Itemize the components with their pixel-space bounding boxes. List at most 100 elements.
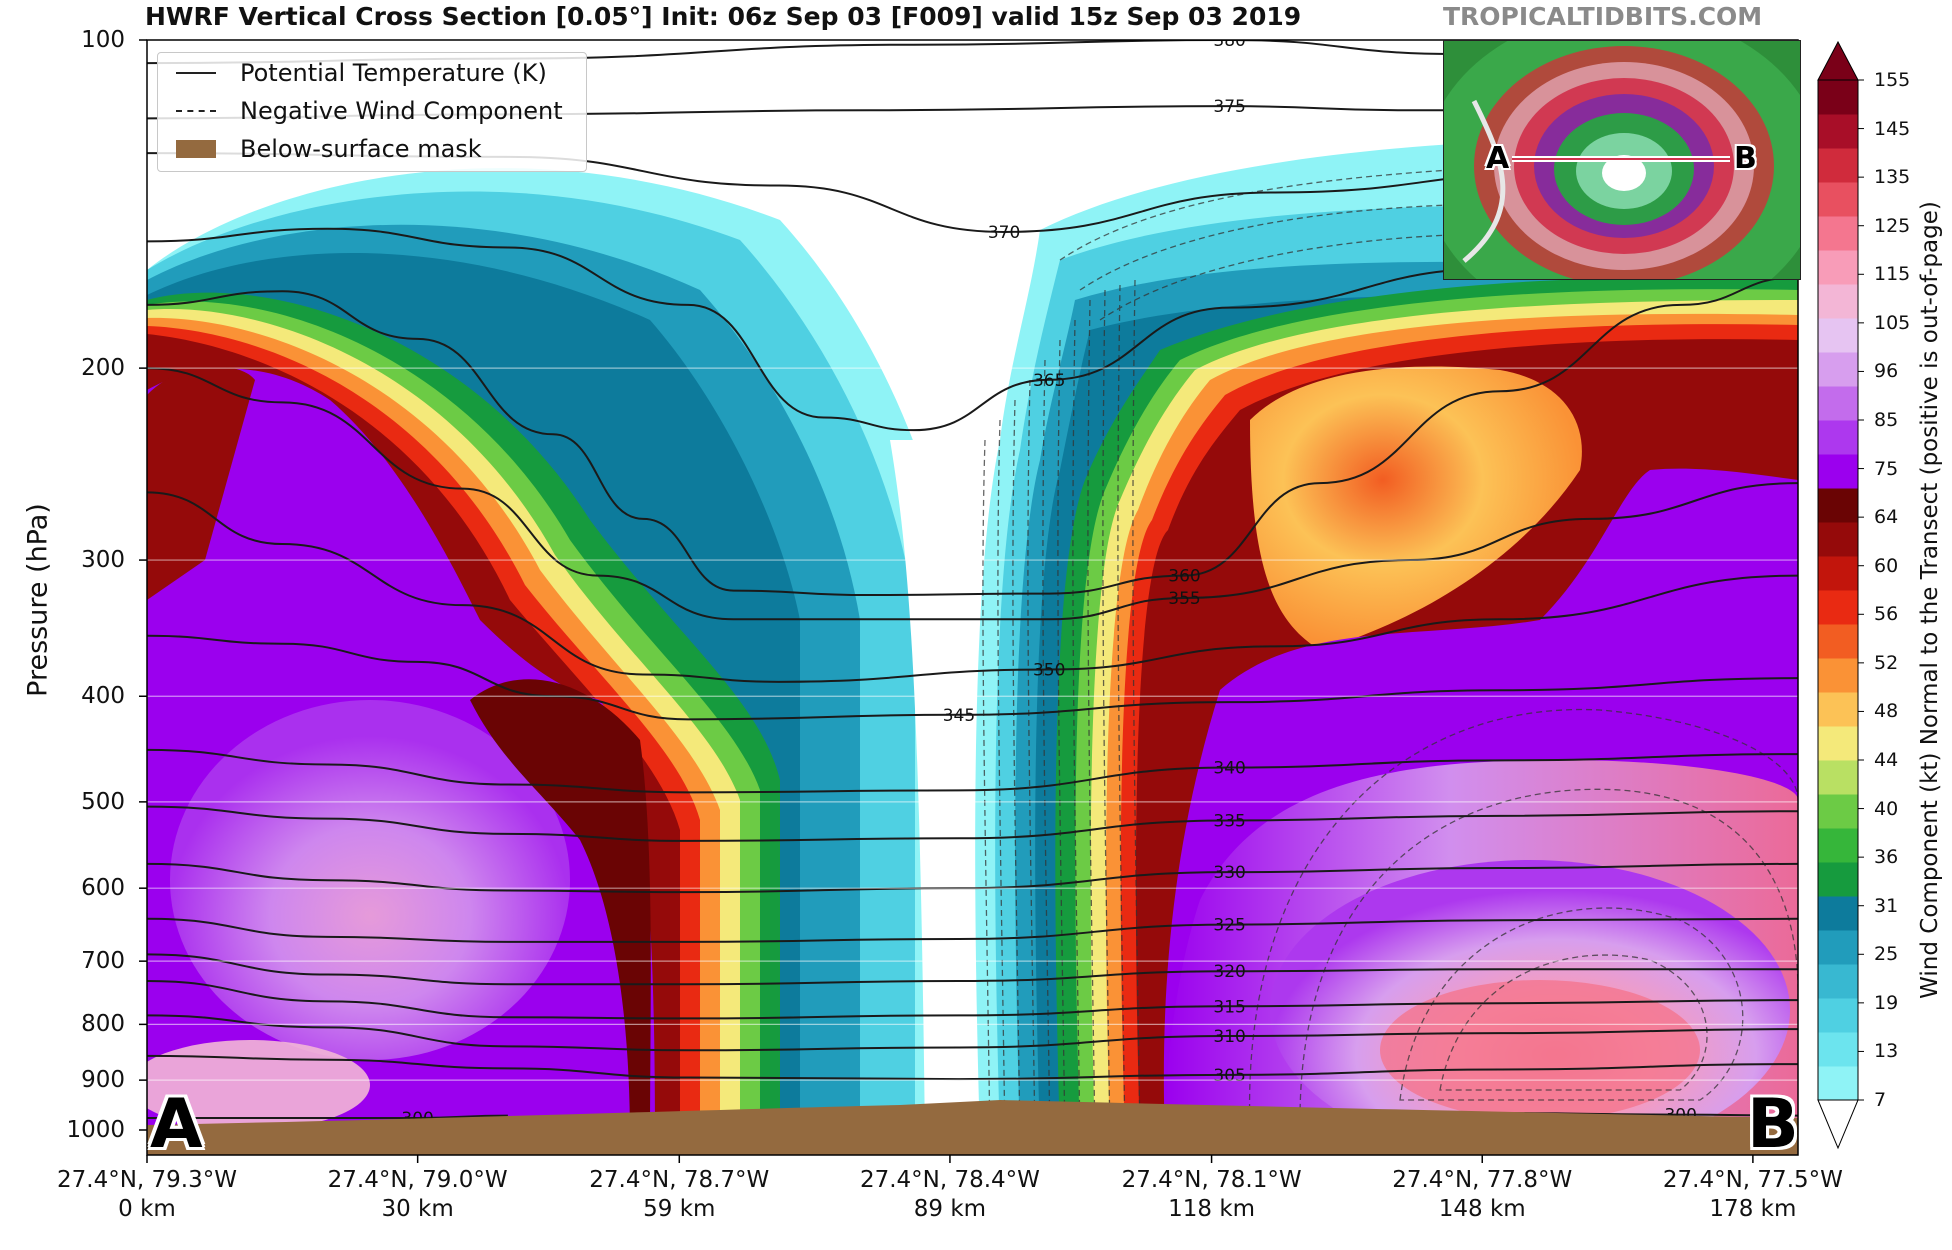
- theta-contour-315: [147, 980, 1798, 1020]
- colorbar-segment: [1818, 522, 1858, 557]
- colorbar-tick-label: 96: [1874, 360, 1899, 383]
- colorbar-segment: [1818, 114, 1858, 149]
- x-tick-distance: 148 km: [1438, 1196, 1526, 1222]
- theta-contour-label: 325: [1213, 916, 1245, 936]
- x-tick-coord: 27.4°N, 78.1°W: [1121, 1167, 1302, 1193]
- y-tick-label: 100: [81, 27, 125, 53]
- colorbar-segment: [1818, 556, 1858, 591]
- legend-label: Below-surface mask: [240, 135, 482, 163]
- theta-contour-label: 305: [1213, 1066, 1245, 1086]
- colorbar-tick-label: 56: [1874, 603, 1899, 626]
- y-tick-label: 500: [81, 788, 125, 815]
- legend-label: Negative Wind Component: [240, 97, 563, 125]
- colorbar-segment: [1818, 794, 1858, 829]
- colorbar-segment: [1818, 624, 1858, 659]
- y-tick-label: 1000: [66, 1117, 125, 1143]
- colorbar-frame: [1817, 79, 1859, 1101]
- colorbar-segment: [1818, 284, 1858, 319]
- x-tick-distance: 59 km: [643, 1196, 716, 1222]
- colorbar-tick-label: 40: [1874, 797, 1899, 820]
- colorbar-tick-label: 135: [1874, 166, 1911, 189]
- y-tick-label: 300: [81, 547, 125, 574]
- x-tick-label: 27.4°N, 79.3°W 0 km: [57, 1166, 237, 1224]
- chart-title: HWRF Vertical Cross Section [0.05°] Init…: [145, 2, 1302, 31]
- colorbar-segment: [1818, 692, 1858, 727]
- colorbar-segment: [1818, 182, 1858, 217]
- colorbar-segment: [1818, 590, 1858, 625]
- y-tick-label: 600: [81, 875, 125, 902]
- colorbar-segment: [1818, 862, 1858, 897]
- colorbar: [1817, 40, 1864, 1150]
- theta-contour-325: [147, 917, 1798, 943]
- x-tick-coord: 27.4°N, 78.7°W: [589, 1167, 770, 1193]
- theta-contour-label: 345: [943, 706, 975, 726]
- theta-contour-335: [147, 805, 1798, 842]
- theta-contour-label: 360: [1168, 567, 1200, 587]
- colorbar-segment: [1818, 250, 1858, 285]
- legend-entry-potential-temperature: Potential Temperature (K): [158, 59, 586, 89]
- x-tick-distance: 89 km: [913, 1196, 987, 1222]
- y-ticks: [139, 39, 147, 1131]
- colorbar-segment: [1818, 1032, 1858, 1067]
- y-tick-label: 800: [81, 1011, 125, 1038]
- plot-frame: [146, 39, 1799, 1156]
- y-tick-label: 400: [81, 683, 125, 710]
- theta-contour-345: [147, 634, 1798, 721]
- theta-contour-320: [147, 953, 1798, 986]
- y-tick-label: 700: [81, 948, 125, 975]
- colorbar-tick-label: 75: [1874, 457, 1899, 480]
- inset-label-a: A: [1486, 141, 1510, 176]
- colorbar-segment: [1818, 148, 1858, 183]
- colorbar-segment: [1818, 896, 1858, 931]
- colorbar-tick-label: 115: [1874, 263, 1911, 286]
- theta-contour-label: 380: [1213, 31, 1245, 51]
- x-tick-distance: 0 km: [118, 1196, 176, 1222]
- theta-contour-label: 335: [1213, 811, 1245, 831]
- colorbar-segment: [1818, 352, 1858, 387]
- colorbar-tick-label: 19: [1874, 991, 1899, 1014]
- theta-contour-label: 365: [1033, 371, 1065, 391]
- below-surface-mask: [147, 1100, 1798, 1155]
- colorbar-min-arrow: [1817, 1099, 1859, 1150]
- theta-contour-365: [147, 227, 1798, 432]
- inset-map: A B: [1443, 40, 1801, 280]
- site-watermark: TROPICALTIDBITS.COM: [1443, 2, 1763, 31]
- x-tick-distance: 178 km: [1709, 1196, 1797, 1222]
- theta-contour-355: [147, 367, 1798, 621]
- x-tick-coord: 27.4°N, 79.3°W: [57, 1167, 237, 1193]
- colorbar-tick-label: 52: [1874, 651, 1899, 674]
- y-gridlines: [147, 367, 1798, 1081]
- colorbar-segment: [1818, 998, 1858, 1033]
- colorbar-tick-label: 44: [1874, 749, 1899, 771]
- theta-contour-label: 340: [1213, 759, 1245, 779]
- theta-contour-label: 330: [1213, 863, 1245, 883]
- x-tick-coord: 27.4°N, 77.5°W: [1662, 1167, 1843, 1193]
- theta-contour-300: [147, 1114, 508, 1120]
- endpoint-b-label: B: [1747, 1085, 1799, 1164]
- x-tick-coord: 27.4°N, 77.8°W: [1392, 1167, 1573, 1193]
- brown-patch-icon: [176, 140, 216, 158]
- colorbar-tick-label: 64: [1874, 506, 1899, 529]
- dashed-line-icon: [176, 110, 216, 112]
- colorbar-tick-label: 155: [1874, 69, 1911, 91]
- colorbar-segment: [1818, 420, 1858, 455]
- legend-entry-negative-wind: Negative Wind Component: [158, 97, 586, 127]
- x-tick-label: 27.4°N, 78.7°W 59 km: [589, 1166, 769, 1224]
- theta-contour-305: [147, 1054, 1798, 1081]
- colorbar-tick-label: 25: [1874, 943, 1899, 966]
- colorbar-segment: [1818, 964, 1858, 999]
- theta-contour-label: 320: [1213, 962, 1245, 982]
- colorbar-segment: [1818, 760, 1858, 795]
- colorbar-segment: [1818, 386, 1858, 421]
- y-tick-label: 200: [81, 355, 125, 382]
- theta-contour-label: 310: [1213, 1027, 1245, 1047]
- colorbar-max-arrow: [1817, 40, 1859, 81]
- y-tick-label: 900: [81, 1067, 125, 1094]
- inset-label-b: B: [1734, 141, 1757, 176]
- theta-contour-350: [147, 491, 1798, 683]
- x-tick-distance: 30 km: [381, 1196, 454, 1222]
- colorbar-tick-label: 7: [1874, 1089, 1887, 1111]
- colorbar-segment: [1818, 80, 1858, 115]
